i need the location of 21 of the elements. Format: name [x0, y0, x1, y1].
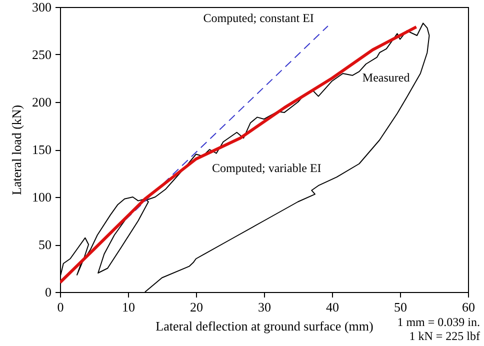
y-tick-label: 200 [32, 94, 52, 110]
series-label: Computed; variable EI [212, 161, 322, 175]
y-tick-label: 250 [32, 47, 52, 62]
x-tick-label: 20 [190, 300, 203, 314]
y-tick-label: 150 [32, 142, 52, 157]
x-axis-title: Lateral deflection at ground surface (mm) [156, 318, 374, 334]
series-label: Computed; constant EI [203, 11, 314, 25]
text: 1 mm = 0.039 in. [397, 315, 480, 329]
y-axis-title: Lateral load (kN) [9, 104, 24, 196]
y-tick-label: 100 [32, 190, 52, 204]
x-tick-label: 10 [122, 300, 135, 314]
y-tick-label: 300 [32, 0, 52, 14]
text: 1 kN = 225 lbf [409, 329, 480, 343]
x-tick-label: 30 [258, 300, 271, 314]
y-tick-label: 0 [45, 284, 52, 300]
x-tick-label: 0 [57, 300, 64, 314]
y-tick-label: 50 [38, 237, 52, 252]
series-label: Measured [362, 70, 410, 84]
x-tick-label: 60 [462, 300, 475, 314]
x-tick-label: 50 [394, 300, 407, 314]
x-tick-label: 40 [326, 300, 339, 314]
